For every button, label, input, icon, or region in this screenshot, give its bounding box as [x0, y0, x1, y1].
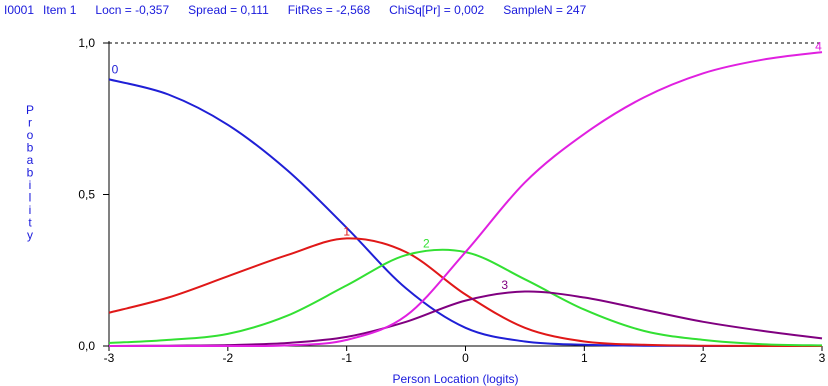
x-tick-label: -1	[341, 351, 352, 365]
curve-label-1: 1	[343, 224, 350, 238]
x-tick-label: 3	[819, 351, 826, 365]
y-axis-label-letter: y	[27, 228, 33, 242]
sample-size-stat: SampleN = 247	[503, 3, 587, 17]
category-curve-3	[108, 290, 823, 347]
x-tick-label: 2	[700, 351, 707, 365]
x-tick-label: 0	[462, 351, 469, 365]
spread-stat: Spread = 0,111	[188, 3, 269, 17]
chart-header: I0001 Item 1 Locn = -0,357 Spread = 0,111 Fi…	[4, 3, 824, 21]
category-curve-2	[108, 248, 823, 347]
y-axis-label-letter: i	[29, 203, 32, 217]
y-tick-label: 0,0	[78, 339, 95, 353]
x-tick-label: -3	[104, 351, 115, 365]
fit-residual-stat: FitRes = -2,568	[287, 3, 371, 17]
y-axis-label-letter: t	[28, 216, 32, 230]
y-tick-label: 1,0	[78, 36, 95, 50]
y-axis-label-letter: o	[27, 128, 34, 142]
y-axis-label-letter: i	[29, 178, 32, 192]
y-axis-label-letter: P	[26, 103, 34, 117]
y-axis-label-letter: l	[29, 191, 32, 205]
y-tick-label: 0,5	[78, 188, 95, 202]
curve-label-4: 4	[815, 40, 822, 54]
category-curve-0	[108, 78, 822, 348]
x-tick-label: -2	[222, 351, 233, 365]
item-name: Item 1	[43, 3, 77, 17]
chi-square-stat: ChiSq[Pr] = 0,002	[389, 3, 485, 17]
y-axis-label-letter: b	[27, 141, 34, 155]
item-id: I0001	[4, 3, 35, 17]
category-curve-4	[109, 51, 823, 348]
curve-label-0: 0	[112, 62, 119, 76]
curve-label-2: 2	[423, 237, 430, 251]
y-axis-label-letter: b	[27, 166, 34, 180]
y-axis-label-letter: r	[28, 116, 32, 130]
category-curve-1	[108, 237, 823, 348]
x-tick-label: 1	[581, 351, 588, 365]
x-axis-label: Person Location (logits)	[392, 372, 518, 386]
curve-label-3: 3	[501, 278, 508, 292]
location-stat: Locn = -0,357	[95, 3, 170, 17]
y-axis-label-letter: a	[27, 153, 34, 167]
